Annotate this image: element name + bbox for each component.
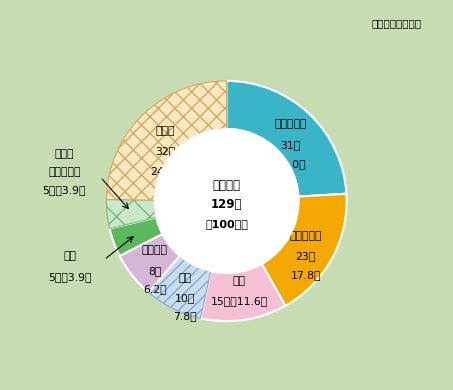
Text: 15件　11.6％: 15件 11.6％ bbox=[211, 296, 268, 306]
Wedge shape bbox=[106, 81, 226, 200]
Text: ナトリウム: ナトリウム bbox=[48, 167, 81, 177]
Text: 硫酸: 硫酸 bbox=[178, 273, 191, 283]
Text: 17.8％: 17.8％ bbox=[290, 270, 321, 280]
Text: 水酸化: 水酸化 bbox=[54, 149, 74, 159]
Wedge shape bbox=[226, 81, 347, 197]
Text: 10件: 10件 bbox=[174, 293, 195, 303]
Text: 7.8％: 7.8％ bbox=[173, 311, 197, 321]
Text: 塗素: 塗素 bbox=[232, 276, 246, 285]
Text: 事故件数: 事故件数 bbox=[212, 179, 241, 192]
Text: アンモニア: アンモニア bbox=[289, 231, 322, 241]
Wedge shape bbox=[149, 256, 211, 318]
Text: （100％）: （100％） bbox=[205, 219, 248, 229]
Wedge shape bbox=[106, 200, 156, 229]
Text: 硫化水素: 硫化水素 bbox=[142, 245, 168, 255]
Text: 塩酸: 塩酸 bbox=[64, 251, 77, 261]
Wedge shape bbox=[120, 234, 180, 292]
Text: 5件　3.9％: 5件 3.9％ bbox=[43, 185, 86, 195]
Wedge shape bbox=[262, 194, 347, 306]
Text: 31件: 31件 bbox=[280, 140, 301, 150]
Circle shape bbox=[154, 129, 299, 273]
Text: 129件: 129件 bbox=[211, 198, 242, 211]
Text: その他: その他 bbox=[156, 126, 175, 136]
Wedge shape bbox=[200, 264, 285, 321]
Text: 8件: 8件 bbox=[148, 266, 162, 276]
Text: 5件　3.9％: 5件 3.9％ bbox=[48, 272, 92, 282]
Text: 32件: 32件 bbox=[155, 147, 176, 156]
Text: 24.0％: 24.0％ bbox=[275, 159, 306, 169]
Text: 24.8％: 24.8％ bbox=[150, 166, 181, 176]
Wedge shape bbox=[110, 218, 162, 256]
Text: 6.2％: 6.2％ bbox=[143, 284, 167, 294]
Text: 一酸化炭素: 一酸化炭素 bbox=[275, 119, 307, 129]
Text: （平成３０年中）: （平成３０年中） bbox=[371, 18, 421, 28]
Text: 23件: 23件 bbox=[295, 251, 316, 261]
